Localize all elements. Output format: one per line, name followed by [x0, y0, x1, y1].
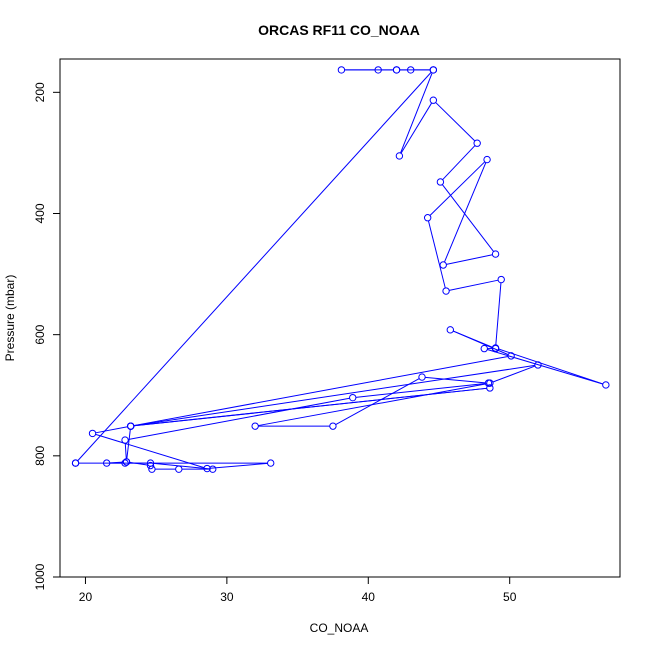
series-segment [498, 348, 603, 385]
data-point [507, 352, 515, 360]
series-layer [71, 66, 610, 473]
data-point [209, 465, 217, 473]
series-segment [126, 429, 131, 459]
x-tick-label: 30 [220, 590, 234, 604]
x-tick-label: 50 [503, 590, 517, 604]
series-segment [487, 349, 603, 385]
data-point [534, 361, 542, 369]
data-point [203, 464, 211, 473]
data-point [251, 422, 259, 430]
series-segment [400, 102, 433, 154]
data-point [473, 139, 481, 147]
series-segment [442, 145, 476, 181]
data-point [395, 152, 404, 160]
data-point [71, 459, 80, 467]
x-tick-label: 20 [79, 590, 93, 604]
series-segment [435, 102, 476, 142]
data-point [337, 66, 346, 74]
series-segment [495, 282, 502, 345]
data-point [491, 250, 500, 258]
data-point [446, 326, 455, 334]
data-point [491, 344, 500, 352]
series-segment [210, 462, 268, 469]
data-point [392, 66, 401, 74]
series-segment [128, 397, 350, 440]
x-tick-label: 40 [362, 590, 376, 604]
y-axis-label: Pressure (mbar) [3, 275, 17, 362]
series-segment [153, 462, 210, 470]
series-segment [425, 376, 486, 384]
series-segment [427, 220, 446, 289]
data-point [483, 155, 491, 164]
x-axis-label: CO_NOAA [310, 621, 369, 635]
data-point [102, 459, 111, 467]
data-point [497, 275, 505, 284]
series-segment [95, 426, 128, 434]
data-point [329, 422, 337, 430]
series-segment [443, 162, 487, 263]
data-point [429, 66, 438, 74]
series-segment [400, 72, 433, 154]
y-tick-label: 1000 [33, 563, 47, 590]
y-axis: 200 400 600 800 1000 [33, 82, 60, 590]
data-point [480, 344, 488, 353]
data-point [439, 261, 447, 269]
series-segment [453, 330, 493, 348]
series-segment [77, 71, 432, 462]
data-point [267, 459, 275, 467]
y-tick-label: 800 [33, 445, 47, 465]
series-segment [133, 355, 509, 427]
series-segment [335, 378, 420, 426]
data-point [122, 458, 131, 466]
data-point [602, 381, 610, 389]
data-point [121, 436, 129, 444]
chart-title: ORCAS RF11 CO_NOAA [258, 22, 420, 38]
series-segment [355, 382, 486, 398]
series-segment [133, 364, 535, 427]
data-point [423, 214, 432, 222]
x-axis: 20 30 40 50 [79, 577, 517, 604]
series-segment [429, 161, 486, 216]
series-segment [446, 254, 493, 265]
y-tick-label: 600 [33, 324, 47, 344]
data-point [374, 66, 382, 74]
data-point [121, 459, 129, 467]
series-segment [133, 387, 487, 427]
series-segment [449, 279, 499, 291]
data-point [146, 461, 155, 470]
data-point [407, 66, 415, 74]
series-segment [95, 433, 205, 469]
data-point [442, 287, 450, 295]
data-point [486, 384, 494, 392]
data-point [436, 178, 445, 186]
data-point [429, 96, 438, 104]
series-segment [258, 383, 487, 427]
plot-frame [59, 58, 621, 578]
series-segment [441, 184, 495, 252]
y-tick-label: 400 [33, 203, 47, 223]
series-segment [124, 443, 127, 459]
data-point [175, 465, 183, 473]
data-point [88, 429, 97, 438]
data-point [418, 373, 426, 381]
data-point [349, 393, 357, 402]
data-point [486, 379, 494, 387]
data-point [148, 465, 156, 473]
y-tick-label: 200 [33, 82, 47, 102]
data-point [127, 422, 135, 430]
series-segment [492, 365, 536, 383]
